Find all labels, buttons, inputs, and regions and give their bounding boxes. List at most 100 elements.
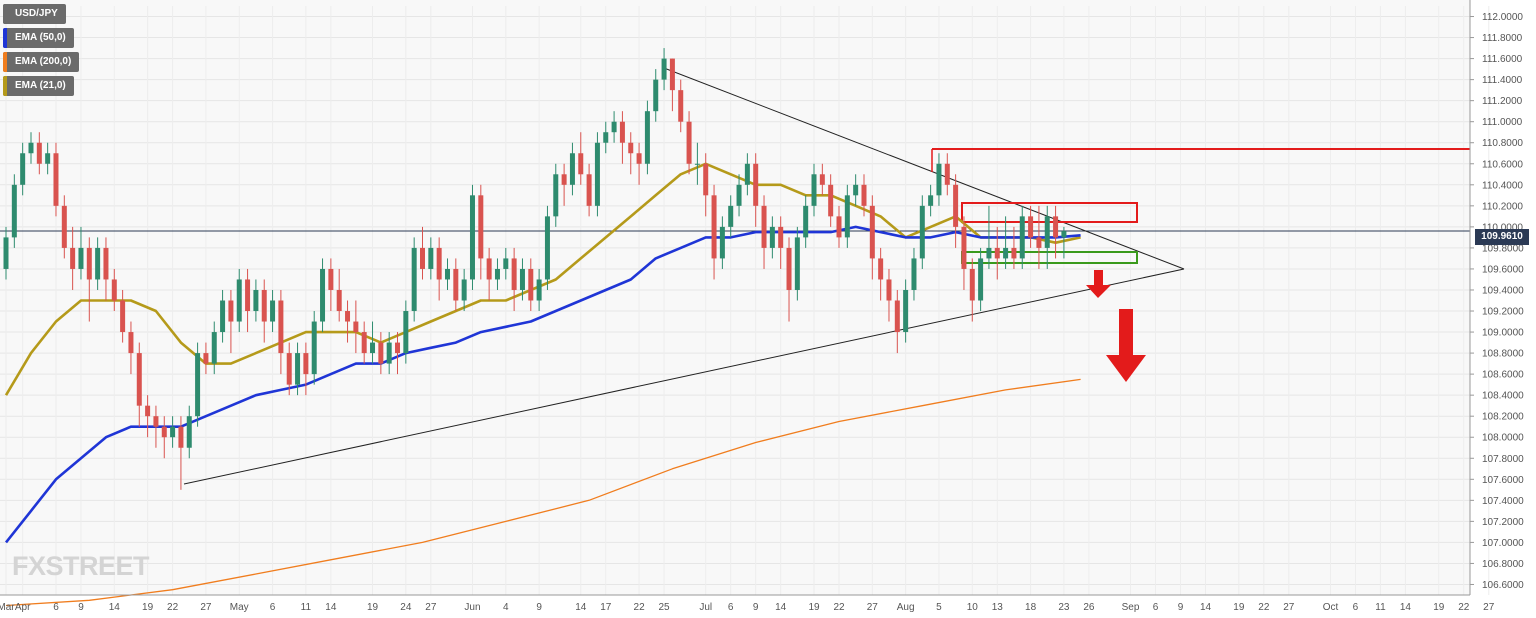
- candle: [578, 132, 584, 185]
- candle: [78, 226, 84, 280]
- x-tick-label: 13: [992, 602, 1004, 613]
- candle: [70, 226, 76, 290]
- ema-line-50: [4, 225, 1081, 544]
- y-tick-label: 111.4000: [1482, 75, 1523, 86]
- candle: [828, 174, 834, 227]
- candle-body: [978, 258, 984, 301]
- y-tick-label: 107.4000: [1482, 496, 1524, 507]
- candle: [844, 184, 850, 248]
- candle-body: [994, 247, 1000, 259]
- candle: [469, 184, 475, 290]
- candle: [253, 279, 259, 322]
- candle: [961, 216, 967, 290]
- y-tick-label: 109.6000: [1482, 264, 1524, 275]
- last-price-label: 109.9610: [1475, 229, 1529, 245]
- y-tick-label: 111.8000: [1482, 33, 1523, 44]
- legend-item-ema-21[interactable]: EMA (21,0): [3, 76, 74, 96]
- candle: [611, 111, 617, 143]
- candle-body: [386, 342, 392, 364]
- candle: [11, 174, 17, 248]
- candle: [153, 405, 159, 448]
- y-tick-label: 108.2000: [1482, 412, 1524, 423]
- x-tick-label: 14: [109, 602, 121, 613]
- candle-body: [744, 163, 750, 185]
- candle-body: [353, 321, 359, 333]
- candle: [811, 163, 817, 217]
- x-tick-label: 22: [833, 602, 845, 613]
- candle-body: [986, 247, 992, 259]
- candle: [1044, 205, 1050, 269]
- x-tick-label: 10: [967, 602, 979, 613]
- x-tick-label: 4: [503, 602, 509, 613]
- candle-body: [503, 258, 509, 269]
- candle: [678, 79, 684, 133]
- legend-item-ema-50[interactable]: EMA (50,0): [3, 28, 74, 48]
- candle: [694, 142, 700, 185]
- candle-body: [86, 247, 92, 280]
- legend-label: EMA (21,0): [15, 80, 66, 91]
- candle: [36, 132, 42, 175]
- candle-body: [919, 205, 925, 259]
- candle-body: [153, 416, 159, 427]
- candle-body: [378, 342, 384, 364]
- y-tick-label: 109.0000: [1482, 328, 1524, 339]
- x-tick-label: 23: [1058, 602, 1070, 613]
- candle-body: [669, 58, 675, 91]
- candle-body: [711, 195, 717, 259]
- down-arrow-large: [1106, 309, 1146, 382]
- legend-item-symbol[interactable]: USD/JPY: [3, 4, 66, 24]
- candle: [178, 416, 184, 490]
- candle-body: [1053, 216, 1059, 238]
- ema-line-200: [5, 378, 1081, 607]
- candle-body: [953, 184, 959, 227]
- x-tick-label: 19: [142, 602, 154, 613]
- candle: [170, 416, 176, 448]
- x-tick-label: 14: [575, 602, 587, 613]
- candle-body: [461, 279, 467, 301]
- y-tick-label: 108.8000: [1482, 349, 1524, 360]
- y-tick-label: 109.4000: [1482, 285, 1524, 296]
- y-tick-label: 109.2000: [1482, 307, 1524, 318]
- candle: [128, 321, 134, 375]
- candle: [145, 395, 151, 438]
- candle-body: [961, 226, 967, 269]
- candle: [628, 132, 634, 175]
- candle: [370, 321, 376, 364]
- candle: [428, 237, 434, 280]
- candle: [778, 216, 784, 269]
- candle-body: [320, 268, 326, 322]
- legend-label: USD/JPY: [15, 8, 58, 19]
- candle: [420, 226, 425, 280]
- legend-item-ema-200[interactable]: EMA (200,0): [3, 52, 80, 72]
- candle: [1036, 205, 1042, 269]
- candle-body: [511, 258, 517, 290]
- candle-body: [686, 121, 692, 164]
- x-tick-label: 27: [1483, 602, 1495, 613]
- candle: [345, 300, 351, 343]
- candle-body: [844, 195, 850, 238]
- candle: [286, 342, 292, 396]
- candle-body: [295, 353, 301, 385]
- legend-label: EMA (50,0): [15, 32, 66, 43]
- candle-body: [270, 300, 276, 322]
- candle: [1053, 205, 1059, 259]
- legend-label: EMA (200,0): [15, 56, 72, 67]
- y-tick-label: 110.6000: [1482, 159, 1523, 170]
- candle: [978, 247, 984, 312]
- candle-body: [553, 174, 559, 217]
- candle-body: [969, 268, 975, 301]
- candle-body: [603, 132, 609, 143]
- candle: [311, 311, 317, 385]
- candle-body: [944, 163, 950, 185]
- candle: [769, 216, 775, 259]
- y-tick-label: 110.2000: [1482, 201, 1523, 212]
- candle: [3, 226, 9, 280]
- candle-body: [245, 279, 251, 312]
- candle-body: [253, 289, 259, 312]
- candle: [644, 100, 650, 175]
- y-tick-label: 107.0000: [1482, 538, 1524, 549]
- y-tick-label: 110.0000: [1482, 222, 1523, 233]
- candle-body: [20, 153, 26, 185]
